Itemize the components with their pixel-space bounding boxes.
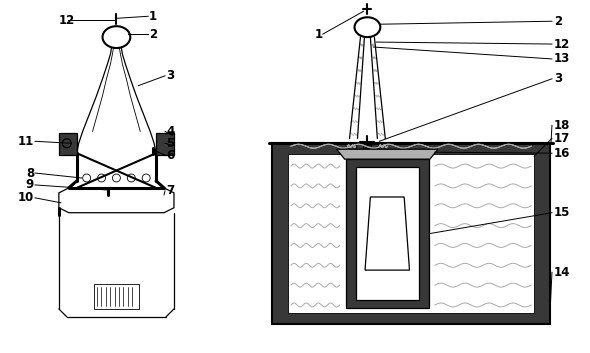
- Text: 16: 16: [554, 147, 571, 160]
- Text: 5: 5: [166, 137, 174, 150]
- FancyBboxPatch shape: [272, 143, 550, 324]
- Text: 12: 12: [554, 37, 570, 50]
- FancyBboxPatch shape: [59, 133, 77, 155]
- Text: 3: 3: [166, 69, 174, 82]
- Text: 7: 7: [166, 184, 174, 197]
- Text: 2: 2: [149, 28, 158, 41]
- Text: 11: 11: [18, 135, 34, 148]
- Text: 9: 9: [26, 178, 34, 191]
- Text: 3: 3: [554, 72, 562, 85]
- Text: 13: 13: [554, 53, 570, 65]
- Text: 10: 10: [18, 191, 34, 204]
- Text: 1: 1: [315, 28, 323, 41]
- FancyBboxPatch shape: [346, 159, 429, 308]
- Text: 12: 12: [59, 14, 75, 27]
- Text: 1: 1: [149, 10, 158, 23]
- FancyBboxPatch shape: [356, 167, 419, 300]
- FancyBboxPatch shape: [288, 154, 534, 313]
- Ellipse shape: [103, 26, 130, 48]
- Polygon shape: [337, 149, 438, 159]
- Text: 4: 4: [166, 125, 174, 138]
- Ellipse shape: [355, 17, 381, 37]
- FancyBboxPatch shape: [156, 133, 174, 155]
- Text: 2: 2: [554, 15, 562, 28]
- Text: 18: 18: [554, 119, 571, 132]
- Text: 6: 6: [166, 149, 174, 162]
- Text: 8: 8: [26, 167, 34, 180]
- Text: 17: 17: [554, 132, 570, 145]
- Text: 14: 14: [554, 266, 571, 279]
- Text: 15: 15: [554, 206, 571, 219]
